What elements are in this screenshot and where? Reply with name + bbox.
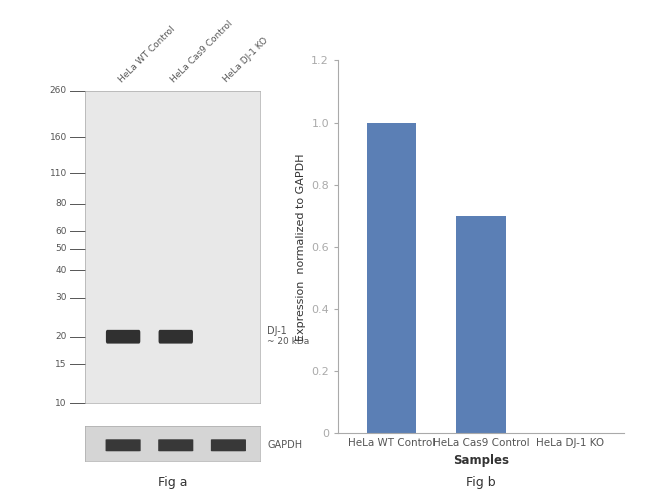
Bar <box>456 216 506 433</box>
FancyBboxPatch shape <box>105 439 140 451</box>
Text: 20: 20 <box>56 332 67 341</box>
Text: GAPDH: GAPDH <box>267 440 302 450</box>
Text: HeLa WT Control: HeLa WT Control <box>117 25 177 85</box>
Text: 10: 10 <box>55 399 67 408</box>
Text: HeLa DJ-1 KO: HeLa DJ-1 KO <box>222 36 270 85</box>
Text: Fig b: Fig b <box>466 476 496 489</box>
FancyBboxPatch shape <box>211 439 246 451</box>
Text: 30: 30 <box>55 293 67 302</box>
Y-axis label: Expression  normalized to GAPDH: Expression normalized to GAPDH <box>296 153 306 341</box>
Bar <box>367 122 416 433</box>
Text: 60: 60 <box>55 227 67 236</box>
Text: 80: 80 <box>55 199 67 208</box>
Text: Fig a: Fig a <box>157 476 187 489</box>
FancyBboxPatch shape <box>158 439 193 451</box>
Text: 15: 15 <box>55 360 67 369</box>
X-axis label: Samples: Samples <box>453 454 509 467</box>
Text: 40: 40 <box>56 266 67 275</box>
Text: 160: 160 <box>49 133 67 142</box>
Text: 260: 260 <box>50 86 67 95</box>
FancyBboxPatch shape <box>159 330 193 344</box>
Text: 110: 110 <box>49 169 67 178</box>
Text: 50: 50 <box>55 244 67 254</box>
FancyBboxPatch shape <box>106 330 140 344</box>
Text: DJ-1: DJ-1 <box>267 326 287 336</box>
Text: HeLa Cas9 Control: HeLa Cas9 Control <box>170 19 235 85</box>
Text: ~ 20 kDa: ~ 20 kDa <box>267 337 309 346</box>
